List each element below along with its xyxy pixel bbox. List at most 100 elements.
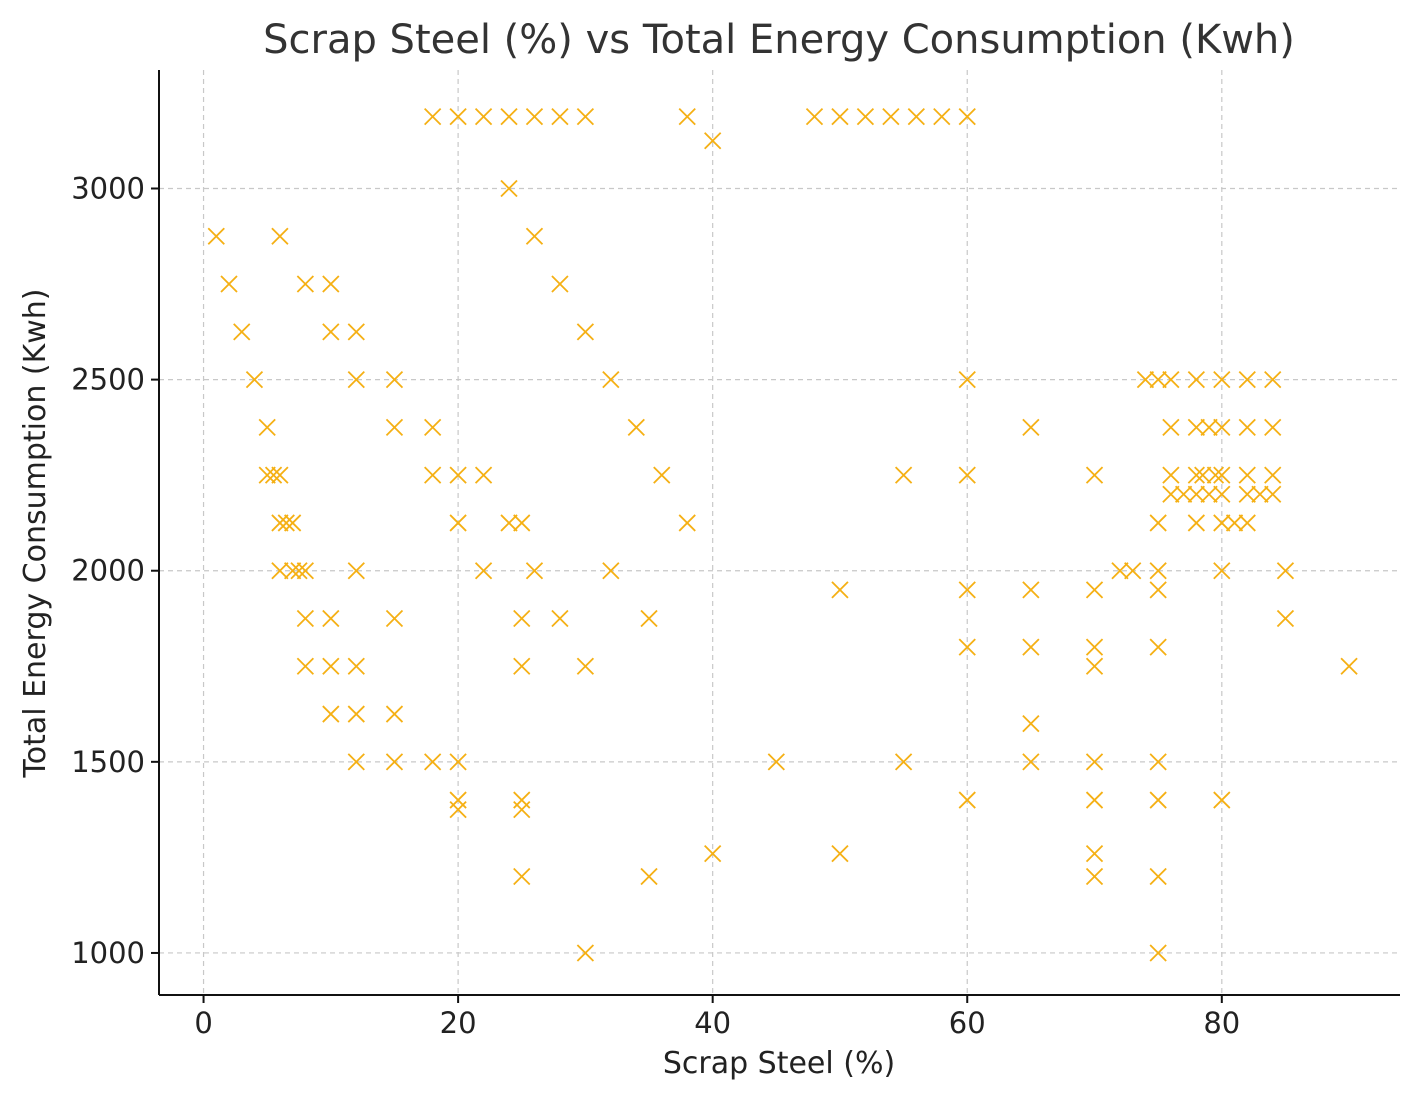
data-point: [576, 323, 595, 341]
grid: [159, 70, 1400, 995]
data-point: [1276, 609, 1295, 628]
data-point: [474, 466, 493, 484]
data-point: [500, 107, 518, 126]
x-tick-label: 40: [694, 1006, 731, 1040]
data-point: [385, 609, 404, 628]
data-point: [1085, 638, 1104, 656]
data-point: [1238, 418, 1256, 437]
x-tick-label: 0: [194, 1006, 212, 1040]
data-point: [1149, 791, 1167, 809]
data-point: [1187, 418, 1205, 437]
data-point: [1187, 485, 1205, 503]
data-point: [1085, 753, 1104, 771]
data-point: [704, 132, 722, 150]
data-point: [525, 562, 544, 580]
data-point: [1162, 370, 1180, 389]
data-point: [284, 514, 302, 532]
data-point: [385, 418, 404, 437]
data-point: [576, 657, 595, 675]
x-tick-label: 60: [949, 1006, 986, 1040]
data-point: [1085, 844, 1104, 863]
data-point: [424, 418, 442, 437]
data-point: [347, 657, 365, 675]
data-point: [1174, 485, 1193, 503]
data-point: [1149, 867, 1167, 886]
data-point: [1162, 466, 1180, 484]
data-point: [385, 705, 404, 723]
data-point: [1200, 418, 1218, 437]
data-point: [525, 227, 544, 245]
data-point: [1194, 466, 1212, 484]
data-point: [500, 514, 518, 532]
data-point: [894, 753, 913, 771]
data-point: [1251, 485, 1269, 503]
data-point: [602, 562, 620, 580]
chart-title: Scrap Steel (%) vs Total Energy Consumpt…: [263, 17, 1295, 63]
data-point: [347, 370, 365, 389]
data-point: [1206, 466, 1225, 484]
data-point: [233, 323, 251, 341]
data-point: [1276, 562, 1295, 580]
data-point: [258, 466, 276, 484]
data-point: [1187, 514, 1205, 532]
data-point: [882, 107, 900, 126]
data-point: [1264, 370, 1282, 389]
data-point: [1213, 791, 1231, 809]
data-point: [1085, 867, 1104, 886]
data-point: [1187, 370, 1205, 389]
data-point: [958, 791, 976, 809]
data-point: [424, 466, 442, 484]
data-point: [220, 275, 238, 293]
data-point: [1264, 485, 1282, 503]
data-point: [551, 275, 569, 293]
data-point: [449, 753, 467, 771]
data-point: [347, 562, 365, 580]
data-point: [513, 791, 531, 809]
data-point: [385, 753, 404, 771]
data-point: [1213, 466, 1231, 484]
data-point: [1225, 514, 1244, 532]
data-point: [449, 514, 467, 532]
data-point: [958, 107, 976, 126]
data-point: [551, 609, 569, 628]
data-point: [449, 466, 467, 484]
data-point: [474, 107, 493, 126]
data-point: [831, 107, 849, 126]
data-point: [856, 107, 875, 126]
data-point: [1022, 638, 1040, 656]
data-point: [551, 107, 569, 126]
data-point: [500, 179, 518, 198]
data-point: [958, 466, 976, 484]
data-point: [1085, 581, 1104, 599]
data-point: [207, 227, 225, 245]
data-point: [1213, 370, 1231, 389]
data-point: [1149, 562, 1167, 580]
data-point: [322, 609, 340, 628]
data-point: [424, 107, 442, 126]
data-point: [1213, 418, 1231, 437]
data-point: [1213, 485, 1231, 503]
data-point: [1149, 753, 1167, 771]
data-point: [1111, 562, 1129, 580]
data-point: [385, 370, 404, 389]
data-point: [1264, 466, 1282, 484]
data-point: [322, 705, 340, 723]
data-point: [449, 800, 467, 819]
data-point: [678, 107, 696, 126]
data-point: [767, 753, 785, 771]
data-point: [296, 657, 315, 675]
data-point: [1213, 514, 1231, 532]
data-point: [1213, 562, 1231, 580]
data-point: [602, 370, 620, 389]
data-point: [1149, 581, 1167, 599]
data-point: [296, 562, 315, 580]
data-point: [322, 275, 340, 293]
data-point: [271, 514, 289, 532]
data-point: [449, 107, 467, 126]
data-point: [805, 107, 824, 126]
data-point: [1149, 638, 1167, 656]
data-point: [1022, 581, 1040, 599]
data-point: [1162, 418, 1180, 437]
data-point: [678, 514, 696, 532]
data-point: [958, 370, 976, 389]
